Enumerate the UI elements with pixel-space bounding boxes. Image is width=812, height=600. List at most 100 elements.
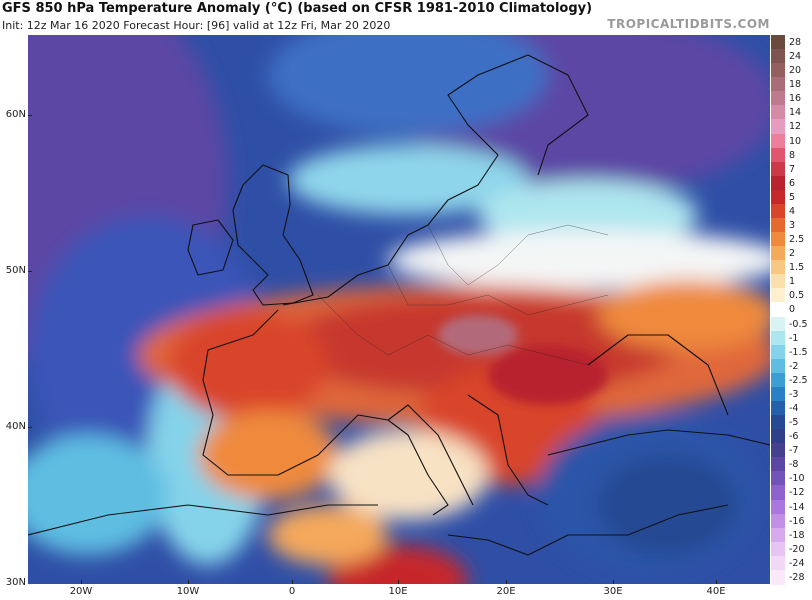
lat-tick [28, 427, 32, 428]
colorbar-segment [771, 527, 785, 543]
colorbar-segment [771, 386, 785, 402]
colorbar-segment [771, 541, 785, 557]
colorbar-label: 0.5 [789, 290, 805, 302]
colorbar-segment [771, 401, 785, 416]
colorbar-segment [771, 49, 785, 64]
colorbar-label: -20 [789, 543, 805, 555]
colorbar-label: 20 [789, 65, 802, 77]
colorbar-label: -2.5 [789, 374, 808, 386]
colorbar-segment [771, 344, 785, 360]
colorbar-segment [771, 372, 785, 388]
lon-tick [716, 580, 717, 584]
lon-tick [81, 580, 82, 584]
coastline-outlines [28, 54, 770, 556]
colorbar-segment [771, 147, 785, 163]
colorbar-segment [771, 203, 785, 219]
colorbar-label: -24 [789, 557, 805, 569]
colorbar-label: -18 [789, 529, 805, 541]
colorbar-label: -5 [789, 417, 799, 429]
colorbar-segment [771, 358, 785, 374]
colorbar-segment [771, 302, 785, 318]
colorbar-segment [771, 499, 785, 515]
colorbar-segment [771, 316, 785, 332]
colorbar-segment [771, 569, 785, 585]
colorbar-segment [771, 443, 785, 458]
colorbar-label: -8 [789, 459, 799, 471]
lat-label-30n: 30N [5, 577, 26, 588]
colorbar-label: 8 [789, 149, 796, 161]
lon-tick [188, 580, 189, 584]
colorbar-label: 1.5 [789, 262, 805, 274]
colorbar-segment [771, 218, 785, 233]
colorbar-label: -3 [789, 388, 799, 400]
colorbar-label: 10 [789, 135, 802, 147]
map-subtitle: Init: 12z Mar 16 2020 Forecast Hour: [96… [2, 19, 391, 32]
colorbar [771, 35, 785, 585]
colorbar-segment [771, 330, 785, 346]
lat-tick [28, 115, 32, 116]
colorbar-segment [771, 35, 785, 50]
colorbar-label: 7 [789, 163, 796, 175]
colorbar-label: 2 [789, 248, 796, 260]
colorbar-segment [771, 429, 785, 444]
colorbar-label: -16 [789, 515, 805, 527]
colorbar-segment [771, 485, 785, 501]
colorbar-label: 18 [789, 79, 802, 91]
colorbar-segment [771, 63, 785, 78]
colorbar-segment [771, 555, 785, 571]
colorbar-label: 5 [789, 191, 796, 203]
colorbar-segment [771, 91, 785, 106]
lon-label-0: 0 [288, 586, 296, 597]
colorbar-label: 16 [789, 93, 802, 105]
lon-tick [398, 580, 399, 584]
colorbar-label: 0 [789, 304, 796, 316]
temperature-anomaly-map [28, 35, 770, 584]
lon-tick [292, 580, 293, 584]
lat-label-40n: 40N [5, 421, 26, 432]
colorbar-segment [771, 288, 785, 304]
colorbar-segment [771, 161, 785, 177]
colorbar-label: -12 [789, 487, 805, 499]
colorbar-label: -1.5 [789, 346, 808, 358]
colorbar-label: -1 [789, 332, 799, 344]
colorbar-label: -4 [789, 403, 799, 414]
colorbar-label: -7 [789, 445, 799, 457]
colorbar-segment [771, 189, 785, 205]
colorbar-label: 6 [789, 177, 796, 189]
colorbar-segment [771, 274, 785, 289]
colorbar-label: 3 [789, 220, 796, 231]
colorbar-segment [771, 175, 785, 191]
colorbar-segment [771, 133, 785, 149]
colorbar-label: -14 [789, 501, 805, 513]
lon-label-10w: 10W [176, 586, 200, 597]
lon-label-30e: 30E [603, 586, 623, 597]
colorbar-label: 12 [789, 121, 802, 133]
colorbar-segment [771, 77, 785, 92]
colorbar-label: -28 [789, 571, 805, 583]
colorbar-label: 24 [789, 51, 802, 63]
map-canvas [28, 35, 770, 584]
lon-tick [506, 580, 507, 584]
lon-tick [613, 580, 614, 584]
colorbar-segment [771, 260, 785, 275]
colorbar-segment [771, 415, 785, 430]
colorbar-label: 4 [789, 205, 796, 217]
colorbar-label: -6 [789, 431, 799, 443]
map-title: GFS 850 hPa Temperature Anomaly (°C) (ba… [2, 1, 593, 16]
colorbar-label: 1 [789, 276, 796, 288]
colorbar-label: -0.5 [789, 318, 808, 330]
colorbar-segment [771, 105, 785, 121]
colorbar-segment [771, 471, 785, 487]
lon-label-10e: 10E [388, 586, 408, 597]
colorbar-segment [771, 246, 785, 261]
lon-label-20e: 20E [496, 586, 516, 597]
colorbar-label: -2 [789, 360, 799, 372]
colorbar-segment [771, 232, 785, 247]
colorbar-label: 14 [789, 107, 802, 119]
colorbar-segment [771, 457, 785, 472]
lat-label-60n: 60N [5, 109, 26, 120]
source-credit: TROPICALTIDBITS.COM [607, 17, 770, 31]
colorbar-segment [771, 119, 785, 135]
colorbar-segment [771, 513, 785, 529]
lon-label-40e: 40E [706, 586, 726, 597]
